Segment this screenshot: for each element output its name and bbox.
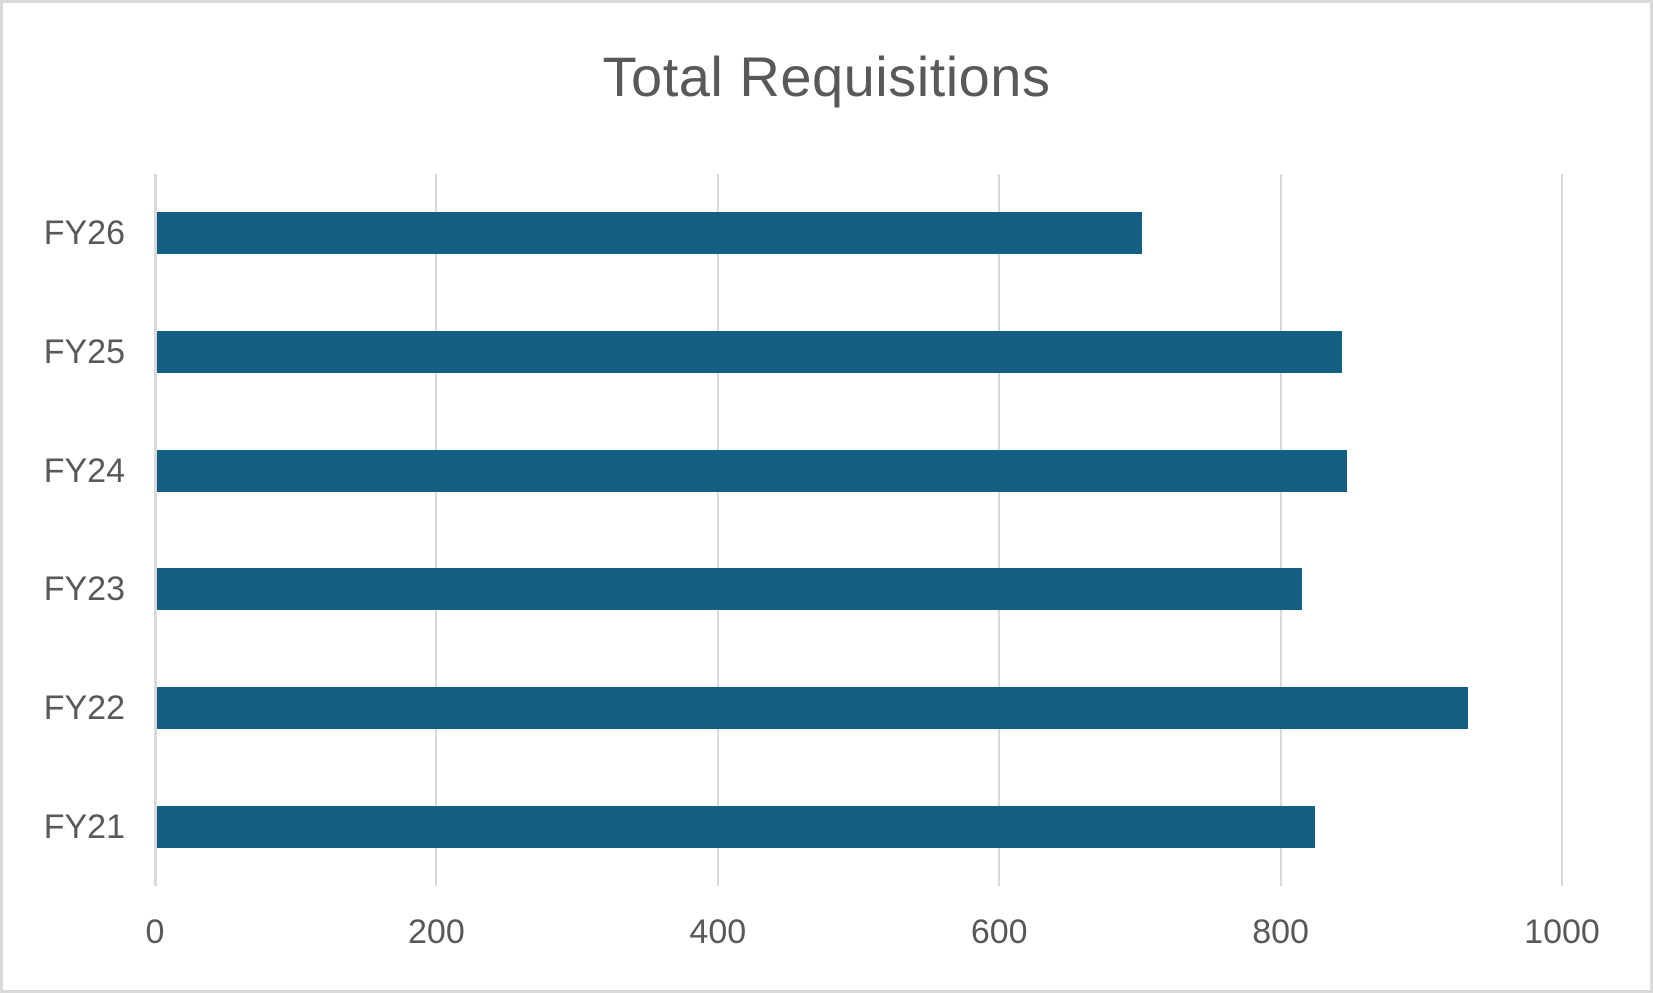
gridline-200 (435, 174, 438, 886)
y-axis-label-fy23: FY23 (43, 570, 125, 608)
bar-fy24 (157, 450, 1347, 492)
bar-fy26 (157, 212, 1142, 254)
y-axis-label-fy21: FY21 (43, 808, 125, 846)
chart-title: Total Requisitions (602, 45, 1051, 108)
x-axis-tick-label-1000: 1000 (1524, 913, 1600, 951)
y-axis-label-fy24: FY24 (43, 452, 125, 490)
gridline-1000 (1561, 174, 1563, 886)
y-axis-line (154, 174, 157, 886)
bar-fy23 (157, 568, 1302, 610)
y-axis-label-fy22: FY22 (43, 689, 125, 727)
x-axis-tick-label-0: 0 (145, 913, 165, 951)
bar-fy21 (157, 806, 1315, 848)
x-axis-tick-label-200: 200 (408, 913, 465, 951)
y-axis-label-fy25: FY25 (43, 333, 125, 371)
bar-fy22 (157, 687, 1468, 729)
x-axis-tick-label-400: 400 (689, 913, 747, 951)
x-axis-tick-label-600: 600 (970, 913, 1028, 951)
gridline-800 (1279, 174, 1282, 886)
gridline-600 (998, 174, 1001, 886)
y-axis-label-fy26: FY26 (43, 214, 125, 252)
gridline-400 (716, 174, 719, 886)
bar-fy25 (157, 331, 1342, 373)
x-axis-tick-label-800: 800 (1252, 913, 1309, 951)
